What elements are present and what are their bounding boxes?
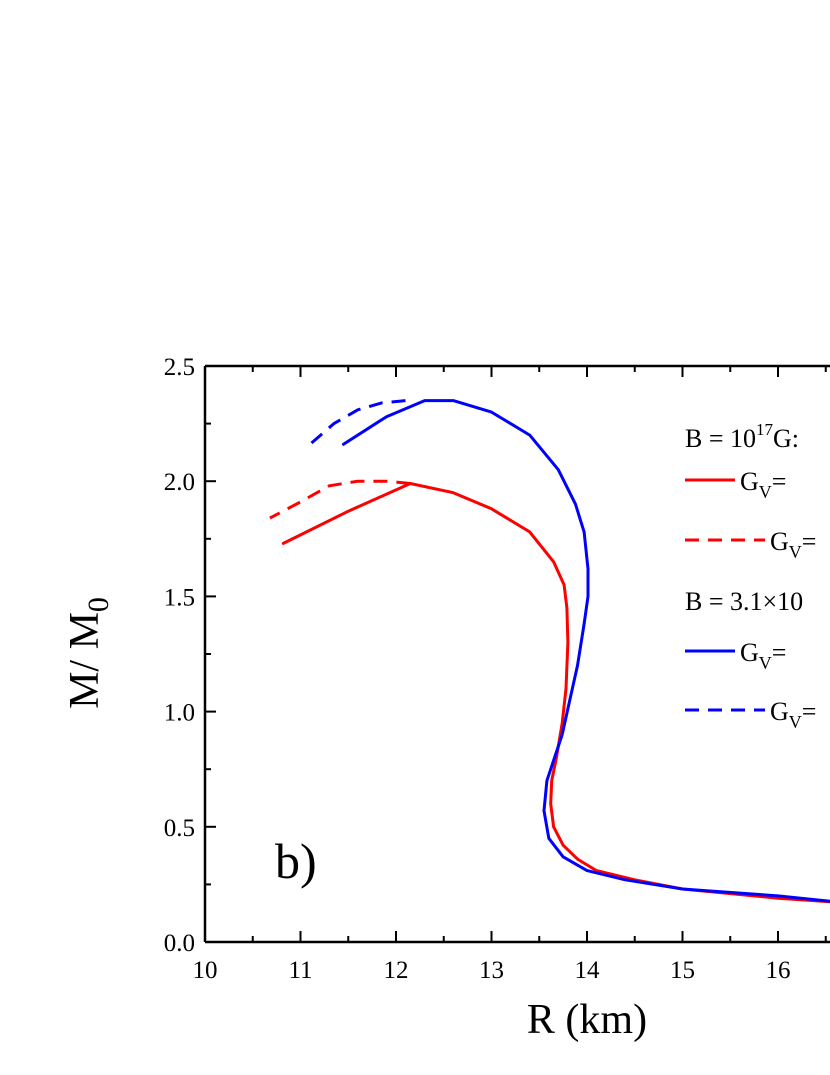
y-axis-title-sub: 0 — [82, 597, 115, 612]
series-line-1 — [281, 482, 830, 904]
legend-group1-rest: G: — [773, 424, 799, 453]
legend-item1-sub: V — [759, 482, 772, 502]
legend-item3-label: GV= — [740, 638, 786, 673]
tick-labels: 10 11 12 13 14 15 16 0.0 0.5 1.0 1.5 2.0 2.5 — [164, 354, 791, 984]
x-tick-label: 12 — [384, 957, 409, 984]
legend-item4-label: GV= — [770, 697, 816, 732]
legend-item1-label: GV= — [740, 467, 786, 502]
legend: B = 1017G: GV= GV= B = 3.1×10 GV= GV= — [685, 420, 816, 732]
x-tick-label: 16 — [766, 957, 791, 984]
legend-item1-rest: = — [772, 467, 787, 496]
legend-item3-main: G — [740, 638, 759, 667]
y-axis-title-main: M/ M — [62, 612, 108, 709]
plot-frame — [203, 364, 830, 944]
legend-item4-main: G — [770, 697, 789, 726]
legend-item1-main: G — [740, 467, 759, 496]
y-tick-label: 2.5 — [164, 354, 195, 381]
legend-item2-rest: = — [802, 527, 817, 556]
y-tick-label: 0.5 — [164, 815, 195, 842]
legend-group1-prefix: B = 10 — [685, 424, 756, 453]
legend-item3-rest: = — [772, 638, 787, 667]
legend-group1-sup: 17 — [756, 420, 774, 439]
y-tick-label: 2.0 — [164, 469, 195, 496]
x-tick-label: 14 — [575, 957, 601, 984]
series-line-4 — [309, 399, 406, 446]
x-tick-label: 15 — [670, 957, 695, 984]
y-axis-title: M/ M0 — [62, 597, 115, 709]
x-tick-label: 13 — [479, 957, 504, 984]
legend-group2-title: B = 3.1×10 — [685, 587, 803, 616]
x-tick-label: 11 — [288, 957, 312, 984]
legend-item3-sub: V — [759, 653, 772, 673]
x-tick-label: 10 — [193, 957, 218, 984]
panel-label: b) — [275, 833, 317, 889]
legend-item4-rest: = — [802, 697, 817, 726]
series-line-2 — [269, 479, 411, 520]
legend-item2-sub: V — [789, 542, 802, 562]
y-tick-label: 1.0 — [164, 700, 195, 727]
legend-item4-sub: V — [789, 712, 802, 732]
series-line-3 — [342, 399, 830, 903]
y-tick-label: 1.5 — [164, 584, 195, 611]
series-layer — [269, 399, 830, 904]
x-axis-title: R (km) — [527, 997, 647, 1043]
y-tick-label: 0.0 — [164, 930, 195, 957]
legend-item2-label: GV= — [770, 527, 816, 562]
legend-item2-main: G — [770, 527, 789, 556]
legend-group1-title: B = 1017G: — [685, 420, 799, 453]
